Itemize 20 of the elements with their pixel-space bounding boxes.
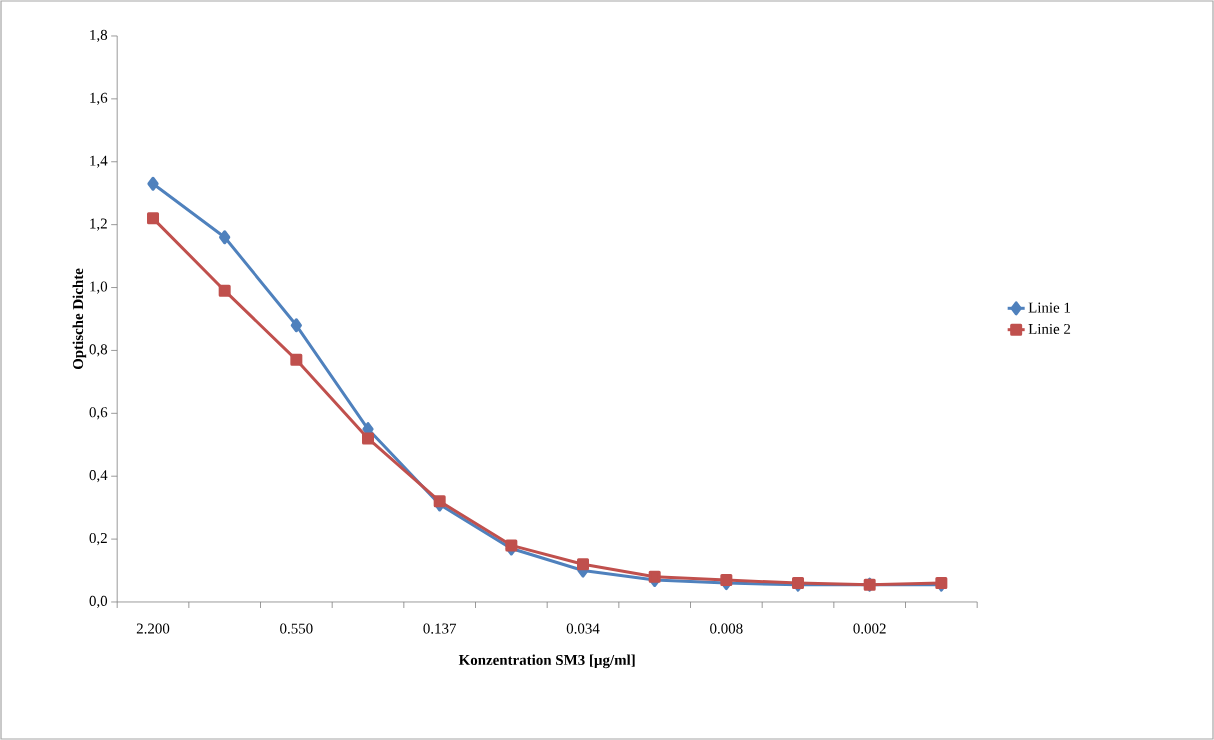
y-tick-label: 1,2 bbox=[90, 218, 107, 231]
y-axis-title: Optische Dichte bbox=[72, 268, 87, 370]
x-tick-label: 0.002 bbox=[853, 623, 886, 634]
legend-label: Linie 2 bbox=[1028, 323, 1071, 335]
x-tick-label: 2.200 bbox=[136, 623, 170, 634]
y-tick-label: 0,6 bbox=[89, 407, 108, 420]
y-tick-label: 0,8 bbox=[89, 344, 108, 357]
y-tick-label: 1,8 bbox=[90, 29, 108, 43]
y-tick-label: 1,6 bbox=[90, 92, 108, 105]
y-tick-label: 1,0 bbox=[90, 281, 108, 294]
y-tick-label: 0,0 bbox=[89, 595, 108, 609]
y-tick-label: 0,2 bbox=[89, 532, 107, 546]
x-tick-label: 0.008 bbox=[710, 623, 743, 634]
y-tick-label: 1,4 bbox=[90, 155, 108, 168]
x-axis-title: Konzentration SM3 [µg/ml] bbox=[458, 654, 635, 669]
x-tick-label: 0.034 bbox=[566, 623, 600, 634]
legend-label: Linie 1 bbox=[1028, 302, 1071, 313]
y-tick-label: 0,4 bbox=[89, 470, 108, 483]
x-tick-label: 0.137 bbox=[423, 623, 457, 634]
x-tick-label: 0.550 bbox=[280, 623, 313, 634]
